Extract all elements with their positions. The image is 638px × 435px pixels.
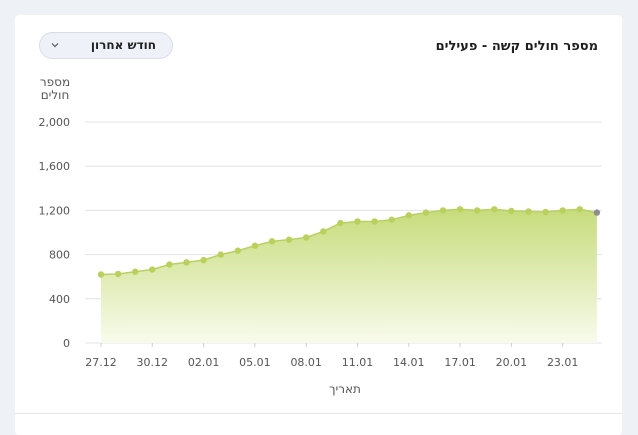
data-point: [508, 207, 515, 215]
period-select-value: חודש אחרון: [90, 38, 156, 52]
area-fill: [101, 209, 597, 343]
x-tick-label: 02.01: [188, 356, 220, 369]
x-tick-label: 05.01: [239, 356, 271, 369]
data-point: [576, 206, 583, 213]
data-point: [183, 259, 190, 266]
y-tick-label: 800: [49, 249, 70, 262]
y-axis-label: מספר חולים: [39, 75, 71, 102]
x-tick-label: 20.01: [496, 356, 528, 369]
data-point: [542, 208, 549, 216]
x-tick-label: 17.01: [444, 356, 476, 369]
y-tick-label: 0: [63, 337, 70, 350]
data-point: [354, 218, 361, 225]
data-point: [474, 207, 481, 214]
y-tick-label: 2,000: [39, 116, 71, 129]
chart-title: מספר חולים קשה - פעילים: [435, 39, 598, 54]
data-point: [234, 247, 241, 254]
card-divider: [15, 413, 622, 414]
data-point: [559, 207, 566, 214]
y-tick-label: 1,600: [39, 160, 71, 173]
data-point: [593, 209, 601, 216]
data-point: [132, 268, 139, 275]
data-point: [422, 209, 430, 216]
data-point: [149, 266, 156, 273]
x-tick-label: 08.01: [290, 356, 322, 369]
data-point: [303, 234, 310, 241]
x-tick-label: 14.01: [393, 356, 425, 369]
data-point: [456, 206, 464, 213]
x-tick-label: 30.12: [137, 356, 169, 369]
area-chart: 0 400 800 1,200 1,600 2,000 27.12 30.12 02.01 05.…: [39, 116, 602, 369]
y-tick-label: 400: [49, 293, 70, 306]
data-point: [371, 218, 378, 225]
chart-card: מספר חולים קשה - פעילים חודש אחרון מספר …: [15, 15, 622, 435]
data-point: [166, 261, 173, 268]
data-point: [405, 212, 412, 219]
data-point: [320, 228, 327, 235]
data-point: [200, 256, 207, 264]
data-point: [337, 219, 344, 227]
data-point: [97, 271, 105, 278]
y-tick-label: 1,200: [39, 204, 71, 217]
data-point: [388, 216, 395, 223]
data-point: [439, 207, 447, 214]
period-select[interactable]: חודש אחרון: [39, 32, 173, 59]
chevron-down-icon: [51, 43, 59, 48]
x-tick-label: 27.12: [85, 356, 117, 369]
data-point: [114, 270, 122, 278]
data-point: [251, 242, 259, 249]
data-point: [285, 236, 293, 243]
x-tick-label: 23.01: [547, 356, 579, 369]
x-axis-label: תאריך: [329, 382, 361, 396]
data-point: [491, 206, 498, 213]
data-point: [217, 251, 224, 258]
data-point: [525, 208, 532, 215]
data-point: [268, 238, 276, 245]
x-tick-label: 11.01: [342, 356, 374, 369]
